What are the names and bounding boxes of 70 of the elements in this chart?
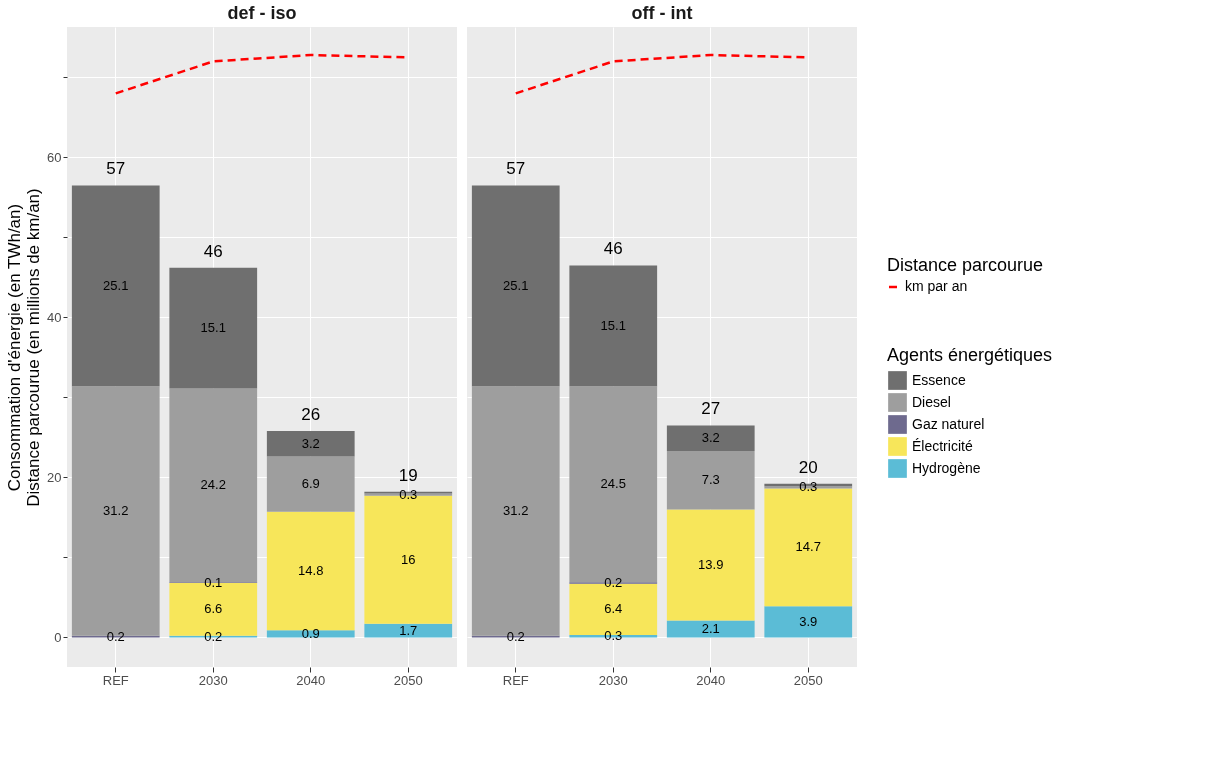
data-label: 24.5 [600, 476, 626, 492]
data-label: 3.9 [799, 613, 818, 629]
bar [666, 425, 755, 451]
x-tick-label: 2030 [598, 672, 628, 688]
total-label: 57 [106, 159, 126, 179]
bar [666, 620, 755, 638]
total-label: 57 [506, 159, 526, 179]
data-label: 6.6 [204, 601, 223, 617]
x-tick-label: REF [502, 672, 529, 688]
total-label: 20 [798, 457, 818, 477]
data-label: 16 [401, 551, 416, 567]
text: Agents énergétiques [887, 345, 1053, 365]
data-label: 2.1 [701, 621, 720, 636]
x-tick-label: 2030 [198, 672, 228, 688]
y-tick-label: 60 [47, 149, 62, 165]
data-label: 3.2 [701, 430, 720, 446]
bar [266, 456, 355, 512]
data-label: 15.1 [200, 320, 226, 336]
legend-label: Électricité [912, 437, 973, 454]
legend-label: Hydrogène [912, 459, 981, 476]
data-label: 6.4 [604, 601, 623, 617]
total-label: 27 [701, 399, 721, 419]
bar [764, 606, 853, 638]
data-label: 31.2 [503, 503, 529, 518]
data-label: 0.3 [399, 486, 418, 502]
data-label: 25.1 [503, 277, 529, 293]
data-label: 25.1 [103, 277, 129, 293]
y-tick-label: 40 [47, 309, 62, 325]
data-label: 0.9 [301, 625, 320, 641]
total-label: 19 [398, 465, 418, 485]
data-label: 31.2 [103, 503, 129, 518]
y-tick-label: 0 [54, 629, 62, 645]
y-axis-title: Consommation d'énergie (en TWh/an) Distance parcourue (en millions de km/an) [5, 188, 44, 507]
data-label: 14.8 [298, 563, 324, 578]
chart-title: def - iso [227, 3, 297, 23]
x-tick-label: 2040 [696, 672, 726, 688]
x-tick-label: 2050 [793, 672, 823, 688]
bar [71, 185, 160, 387]
y-tick-label: 20 [47, 469, 62, 485]
data-label: 13.9 [698, 557, 724, 572]
data-label: 0.2 [506, 628, 525, 644]
bar [364, 623, 453, 638]
total-label: 46 [203, 241, 223, 261]
bar [666, 509, 755, 621]
data-label: 7.3 [701, 472, 720, 488]
data-label: 6.9 [301, 476, 320, 492]
data-label: 1.7 [399, 622, 418, 638]
data-label: 24.2 [200, 477, 226, 493]
total-label: 26 [301, 405, 321, 424]
data-label: 0.3 [799, 479, 818, 495]
legend-label: Gaz naturel [912, 415, 985, 432]
data-label: 14.7 [795, 539, 821, 555]
bar [169, 267, 258, 389]
bar [266, 511, 355, 631]
x-tick-label: 2050 [393, 672, 423, 688]
x-tick-label: 2040 [296, 672, 326, 688]
legend-label: Essence [912, 371, 966, 388]
bar [666, 451, 755, 510]
chart-title: off - int [631, 3, 693, 23]
total-label: 46 [603, 239, 623, 259]
bar [569, 265, 658, 387]
legend-label: Diesel [912, 393, 951, 410]
data-label: 0.2 [106, 628, 125, 644]
legend-label: km par an [905, 278, 968, 294]
x-tick-label: REF [102, 672, 129, 688]
data-label: 15.1 [600, 317, 626, 333]
bar [471, 185, 560, 387]
data-label: 3.2 [301, 435, 320, 451]
bar [266, 431, 355, 457]
text: Distance parcourue [887, 255, 1044, 275]
